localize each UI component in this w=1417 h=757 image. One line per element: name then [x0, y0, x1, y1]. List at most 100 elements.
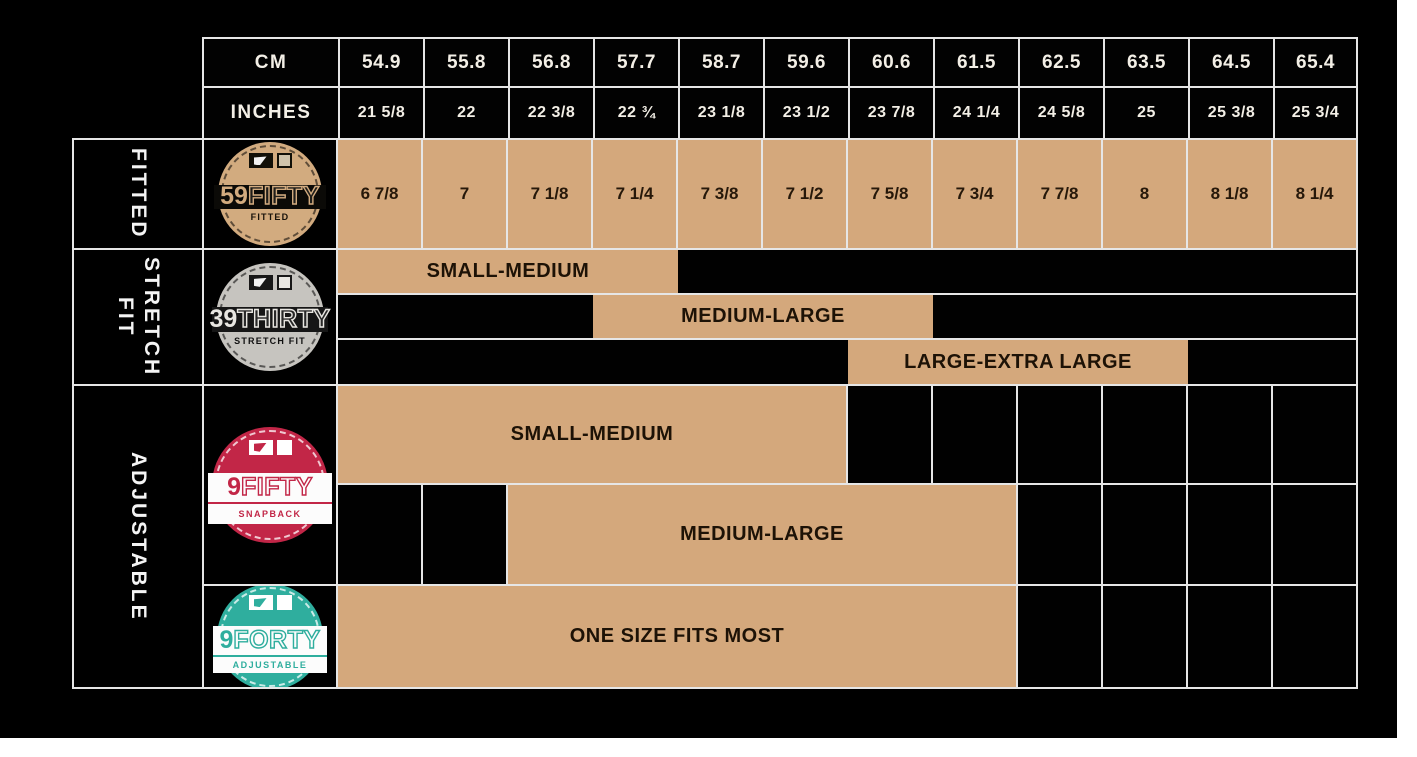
empty-size-cell [338, 295, 593, 338]
empty-size-cell [423, 485, 508, 584]
fitted-size-cell: 6 7/8 [338, 140, 423, 248]
badge-number: 9 [219, 625, 234, 654]
logo-cell-59fifty: 59 FIFTY FITTED [202, 140, 338, 248]
inches-value-cell: 22 ¾ [593, 88, 678, 138]
fitted-size-cell: 7 1/2 [763, 140, 848, 248]
size-chart-panel: CM INCHES 54.9 55.8 56.8 57.7 58.7 59.6 60.6 61.5… [0, 0, 1397, 738]
table-corner-empty [72, 37, 202, 138]
badge-subtitle: SNAPBACK [208, 502, 332, 524]
fitted-size-cell: 7 7/8 [1018, 140, 1103, 248]
cm-value-cell: 65.4 [1273, 37, 1358, 86]
badge-59fifty: 59 FIFTY FITTED [214, 142, 326, 246]
cm-header-label: CM [202, 37, 338, 86]
fitted-size-cell: 7 1/8 [508, 140, 593, 248]
vertical-category-label: ADJUSTABLE [74, 386, 202, 687]
league-patch-icon [276, 439, 292, 455]
league-patch-icon [276, 274, 292, 290]
new-era-flag-icon [248, 439, 273, 455]
cm-value-cell: 54.9 [338, 37, 423, 86]
inches-value-cell: 25 3/4 [1273, 88, 1358, 138]
cm-value-cell: 60.6 [848, 37, 933, 86]
empty-size-cell [1188, 340, 1358, 384]
size-band: ONE SIZE FITS MOST [338, 586, 1018, 689]
badge-name-band: 39 THIRTY [209, 304, 330, 334]
cm-value-cell: 55.8 [423, 37, 508, 86]
empty-size-cell [933, 386, 1018, 483]
badge-number: 39 [209, 305, 238, 334]
badge-9forty: 9 FORTY ADJUSTABLE [213, 586, 327, 687]
category-label-text: STRETCH [140, 256, 163, 378]
badge-9fifty: 9 FIFTY SNAPBACK [208, 427, 332, 543]
badge-name: FIFTY [240, 473, 313, 502]
cm-value-cell: 64.5 [1188, 37, 1273, 86]
category-label-text: FIT [114, 296, 137, 338]
flag-pennant-icon [253, 156, 267, 166]
fitted-size-cell: 7 5/8 [848, 140, 933, 248]
league-patch-icon [276, 595, 292, 611]
vertical-category-label: FITTED [74, 140, 202, 248]
badge-name-band: 59 FIFTY [214, 181, 326, 211]
fitted-size-cell: 7 3/8 [678, 140, 763, 248]
size-band: MEDIUM-LARGE [593, 295, 933, 338]
empty-size-cell [1103, 485, 1188, 584]
empty-size-cell [1273, 586, 1358, 689]
vertical-category-label: STRETCH FIT [74, 250, 202, 384]
flag-pennant-icon [253, 442, 267, 452]
empty-size-cell [848, 386, 933, 483]
inches-value-cell: 24 5/8 [1018, 88, 1103, 138]
inches-value-cell: 21 5/8 [338, 88, 423, 138]
inches-value-cell: 25 3/8 [1188, 88, 1273, 138]
size-band: SMALL-MEDIUM [338, 250, 678, 293]
flag-pennant-icon [253, 598, 267, 608]
cm-value-cell: 56.8 [508, 37, 593, 86]
badge-name-band: 9 FIFTY SNAPBACK [208, 473, 332, 525]
inches-value-cell: 24 1/4 [933, 88, 1018, 138]
fitted-size-cell: 7 [423, 140, 508, 248]
empty-size-cell [338, 340, 848, 384]
category-label-text: FITTED [127, 148, 150, 240]
cm-value-cell: 63.5 [1103, 37, 1188, 86]
size-chart-table: CM INCHES 54.9 55.8 56.8 57.7 58.7 59.6 60.6 61.5… [72, 37, 1358, 689]
category-label-text: ADJUSTABLE [127, 451, 150, 622]
badge-subtitle: ADJUSTABLE [213, 654, 327, 673]
fitted-size-cell: 8 1/4 [1273, 140, 1358, 248]
league-patch-icon [276, 153, 292, 169]
empty-size-cell [1273, 386, 1358, 483]
logo-cell-9fifty: 9 FIFTY SNAPBACK [202, 386, 338, 584]
empty-size-cell [1273, 485, 1358, 584]
logo-cell-9forty: 9 FORTY ADJUSTABLE [202, 586, 338, 689]
badge-number: 9 [227, 473, 241, 502]
fitted-size-cell: 8 [1103, 140, 1188, 248]
inches-value-cell: 23 1/8 [678, 88, 763, 138]
inches-value-cell: 25 [1103, 88, 1188, 138]
category-fitted: FITTED [72, 140, 202, 248]
fitted-size-cell: 8 1/8 [1188, 140, 1273, 248]
badge-39thirty: 39 THIRTY STRETCH FIT [209, 263, 331, 371]
new-era-flag-icon [248, 595, 273, 611]
badge-subtitle: FITTED [250, 212, 290, 223]
empty-size-cell [1188, 485, 1273, 584]
inches-value-cell: 23 7/8 [848, 88, 933, 138]
badge-name-band: 9 FORTY ADJUSTABLE [213, 625, 327, 673]
badge-patches [218, 153, 322, 169]
badge-patches [216, 274, 324, 290]
inches-value-cell: 22 [423, 88, 508, 138]
empty-size-cell [1018, 386, 1103, 483]
logo-cell-39thirty: 39 THIRTY STRETCH FIT [202, 250, 338, 384]
new-era-flag-icon [248, 274, 273, 290]
badge-subtitle: STRETCH FIT [234, 335, 306, 346]
cm-value-cell: 61.5 [933, 37, 1018, 86]
empty-size-cell [1103, 586, 1188, 689]
empty-size-cell [1188, 586, 1273, 689]
empty-size-cell [1018, 586, 1103, 689]
badge-patches [212, 439, 328, 455]
inches-header-label: INCHES [202, 88, 338, 138]
empty-size-cell [1103, 386, 1188, 483]
cm-value-cell: 57.7 [593, 37, 678, 86]
flag-pennant-icon [253, 277, 267, 287]
size-band: SMALL-MEDIUM [338, 386, 848, 483]
size-band: LARGE-EXTRA LARGE [848, 340, 1188, 384]
new-era-flag-icon [248, 153, 273, 169]
empty-size-cell [1188, 386, 1273, 483]
cm-value-cell: 58.7 [678, 37, 763, 86]
